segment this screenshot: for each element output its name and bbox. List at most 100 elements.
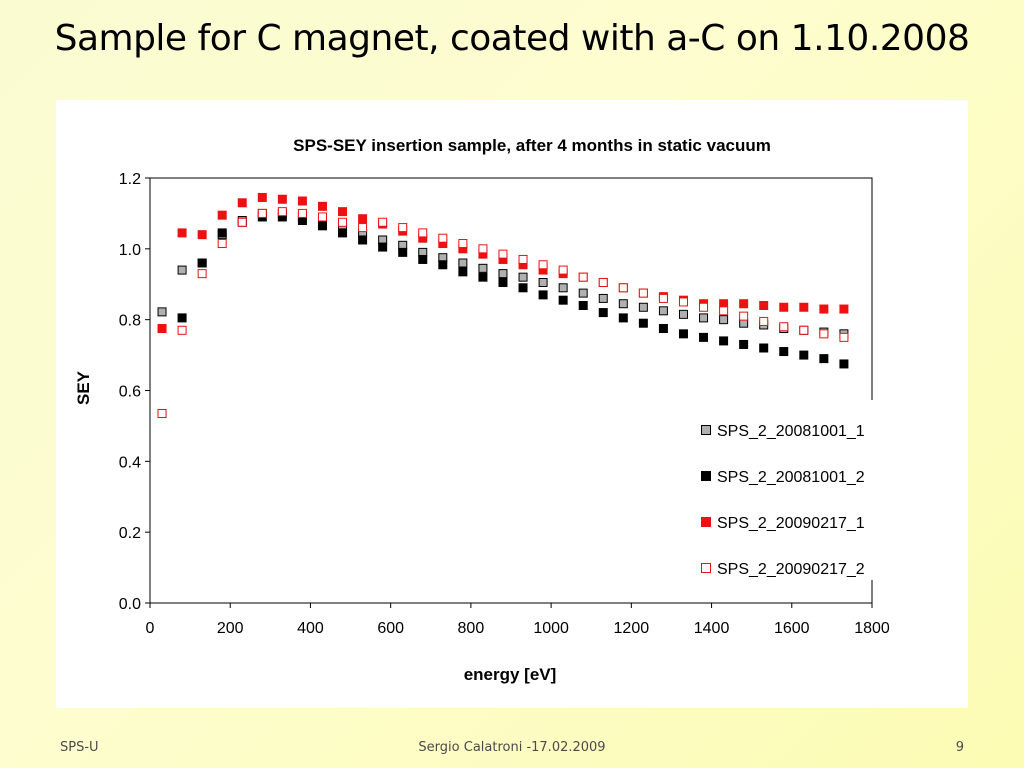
data-point: [317, 212, 327, 222]
data-point: [839, 359, 849, 369]
data-point: [819, 329, 829, 339]
data-point: [638, 288, 648, 298]
data-point: [719, 336, 729, 346]
data-point: [177, 228, 187, 238]
plot-area: 0.0 0.2 0.4 0.6 0.8 1.0 1.2 0 200 400 600 800 1000 12…: [119, 171, 890, 637]
legend-marker: [701, 517, 711, 527]
data-point: [157, 324, 167, 334]
data-point: [739, 299, 749, 309]
data-point: [658, 293, 668, 303]
data-point: [257, 208, 267, 218]
series-2: [157, 212, 849, 419]
x-tick-label: 800: [458, 620, 485, 637]
legend-label: SPS_2_20081001_2: [717, 469, 865, 486]
data-point: [458, 239, 468, 249]
data-point: [558, 295, 568, 305]
x-tick-label: 200: [217, 620, 244, 637]
legend-label: SPS_2_20090217_2: [717, 561, 865, 578]
data-point: [518, 254, 528, 264]
data-point: [498, 249, 508, 259]
data-point: [759, 343, 769, 353]
data-point: [197, 269, 207, 279]
data-point: [779, 302, 789, 312]
data-point: [538, 260, 548, 270]
data-point: [558, 265, 568, 275]
data-point: [277, 207, 287, 217]
data-point: [237, 198, 247, 208]
data-point: [237, 217, 247, 227]
data-point: [498, 269, 508, 279]
data-point: [618, 299, 628, 309]
data-point: [478, 244, 488, 254]
data-point: [618, 283, 628, 293]
data-point: [678, 309, 688, 319]
data-point: [317, 201, 327, 211]
data-point: [839, 304, 849, 314]
data-point: [538, 277, 548, 287]
y-tick-label: 1.2: [119, 171, 141, 188]
data-point: [157, 409, 167, 419]
data-point: [297, 196, 307, 206]
legend-label: SPS_2_20081001_1: [717, 423, 865, 440]
data-point: [418, 254, 428, 264]
data-point: [177, 265, 187, 275]
data-point: [739, 339, 749, 349]
data-point: [779, 322, 789, 332]
x-tick-label: 600: [377, 620, 404, 637]
data-point: [799, 350, 809, 360]
y-tick-label: 0.2: [119, 525, 141, 542]
data-point: [338, 217, 348, 227]
data-point: [478, 263, 488, 273]
slide-title: Sample for C magnet, coated with a-C on …: [54, 18, 970, 59]
data-point: [558, 283, 568, 293]
data-point: [618, 313, 628, 323]
chart-legend: SPS_2_20081001_1 SPS_2_20081001_2 SPS_2_20…: [692, 400, 888, 580]
data-point: [177, 325, 187, 335]
data-point: [398, 247, 408, 257]
data-point: [197, 258, 207, 268]
data-point: [739, 311, 749, 321]
data-point: [317, 221, 327, 231]
y-tick-label: 0.8: [119, 313, 141, 330]
y-tick-label: 1.0: [119, 242, 141, 259]
data-point: [699, 313, 709, 323]
data-point: [177, 313, 187, 323]
data-point: [578, 272, 588, 282]
x-axis-label: energy [eV]: [464, 665, 557, 684]
data-point: [338, 207, 348, 217]
data-point: [518, 272, 528, 282]
x-tick-label: 1600: [774, 620, 810, 637]
data-point: [197, 230, 207, 240]
data-point: [217, 239, 227, 249]
legend-marker: [701, 425, 711, 435]
data-point: [719, 315, 729, 325]
data-point: [358, 214, 368, 224]
footer-left: SPS-U: [60, 740, 99, 755]
data-point: [458, 267, 468, 277]
data-point: [438, 233, 448, 243]
data-point: [638, 302, 648, 312]
x-tick-label: 1000: [533, 620, 569, 637]
data-point: [358, 223, 368, 233]
data-point: [799, 302, 809, 312]
footer-page-number: 9: [955, 740, 964, 755]
data-point: [157, 307, 167, 317]
data-point: [759, 301, 769, 310]
data-point: [478, 272, 488, 282]
data-point: [297, 208, 307, 218]
data-point: [819, 354, 829, 364]
x-tick-label: 400: [297, 620, 324, 637]
data-point: [458, 258, 468, 268]
x-tick-label: 1800: [854, 620, 890, 637]
data-point: [658, 324, 668, 334]
data-point: [719, 306, 729, 316]
y-tick-label: 0.0: [119, 596, 141, 613]
data-point: [799, 325, 809, 335]
sey-scatter-chart: SPS-SEY insertion sample, after 4 months…: [74, 136, 890, 684]
legend-background: [692, 400, 888, 580]
data-point: [398, 223, 408, 233]
data-point: [438, 260, 448, 270]
data-point: [598, 293, 608, 303]
data-point: [277, 194, 287, 204]
data-point: [678, 297, 688, 307]
